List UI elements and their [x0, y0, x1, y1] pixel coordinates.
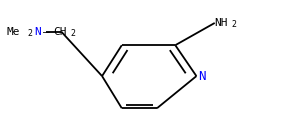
Text: —: —: [44, 27, 50, 37]
Text: 2: 2: [231, 20, 236, 29]
Text: CH: CH: [53, 27, 66, 37]
Text: N: N: [198, 70, 205, 83]
Text: Me: Me: [7, 27, 20, 37]
Text: 2: 2: [70, 29, 76, 38]
Text: NH: NH: [215, 18, 228, 28]
Text: 2: 2: [28, 29, 33, 38]
Text: N: N: [34, 27, 41, 37]
